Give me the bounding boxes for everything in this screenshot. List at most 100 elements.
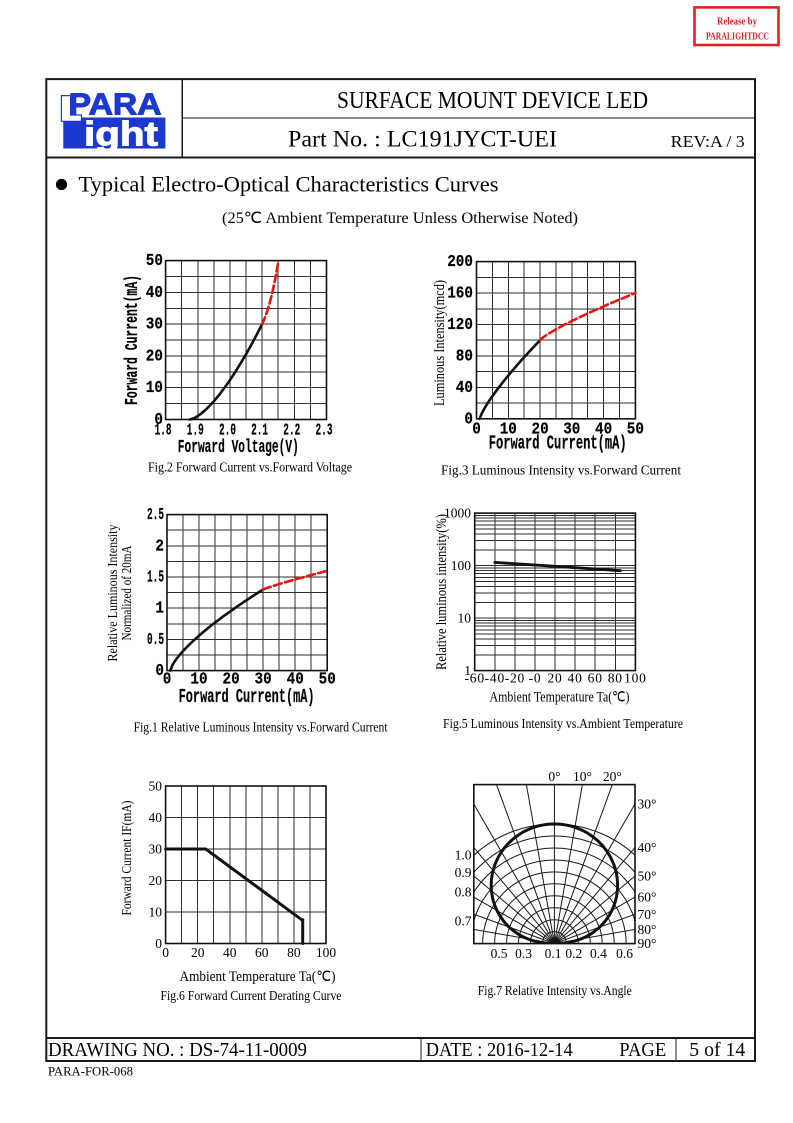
svg-text:0: 0 [162,945,169,960]
svg-text:1.9: 1.9 [187,422,204,441]
svg-text:Normalized of 20mA: Normalized of 20mA [120,545,135,641]
svg-text:100: 100 [624,671,647,686]
svg-text:20: 20 [191,945,205,960]
svg-text:Release by: Release by [717,17,757,28]
svg-text:Relative luminous intensity(%): Relative luminous intensity(%) [434,514,450,670]
svg-text:1.0: 1.0 [455,848,472,863]
svg-text:120: 120 [447,316,473,335]
svg-text:Forward Current IF(mA): Forward Current IF(mA) [120,800,135,915]
svg-text:10: 10 [146,379,163,398]
svg-text:30: 30 [563,421,580,440]
svg-text:Relative Luminous Intensity: Relative Luminous Intensity [106,525,121,662]
svg-text:40: 40 [223,945,237,960]
svg-text:Forward Voltage(V): Forward Voltage(V) [178,438,299,458]
svg-text:0.1: 0.1 [545,946,562,961]
svg-text:Luminous Intensity(mcd): Luminous Intensity(mcd) [432,280,448,406]
svg-text:2.5: 2.5 [147,506,164,525]
svg-text:PARA: PARA [69,87,162,122]
svg-text:0.5: 0.5 [147,631,164,650]
svg-text:0.5: 0.5 [491,946,508,961]
svg-text:30: 30 [146,316,163,335]
svg-text:Fig.3 Luminous Intensity vs.F: Fig.3 Luminous Intensity vs.Forward Curr… [441,464,681,479]
svg-text:Ambient Temperature Ta(℃): Ambient Temperature Ta(℃) [490,690,630,706]
svg-text:50: 50 [146,252,163,271]
svg-text:-40: -40 [485,671,505,686]
svg-text:0: 0 [154,411,163,430]
svg-text:DRAWING NO. : DS-74-11-0009: DRAWING NO. : DS-74-11-0009 [48,1039,307,1061]
svg-text:40: 40 [149,810,163,825]
svg-text:0: 0 [163,671,172,690]
svg-text:0.4: 0.4 [590,946,607,961]
svg-text:10: 10 [500,421,517,440]
svg-text:2.2: 2.2 [283,422,300,441]
svg-text:40: 40 [456,379,473,398]
svg-text:Forward Current(mA): Forward Current(mA) [123,275,143,405]
svg-text:80: 80 [287,945,301,960]
svg-text:40°: 40° [638,840,657,855]
svg-text:Part No. : LC191JYCT-UEI: Part No. : LC191JYCT-UEI [288,127,557,152]
svg-text:60°: 60° [638,890,657,905]
svg-text:10: 10 [190,671,207,690]
svg-text:40: 40 [287,671,304,690]
svg-text:-60: -60 [464,671,484,686]
svg-text:2: 2 [155,537,164,556]
svg-text:50°: 50° [638,869,657,884]
svg-text:70°: 70° [638,907,657,922]
svg-text:SURFACE MOUNT DEVICE LED: SURFACE MOUNT DEVICE LED [337,88,648,114]
svg-text:2.0: 2.0 [219,422,236,441]
svg-text:5 of 14: 5 of 14 [689,1039,745,1061]
svg-text:50: 50 [149,779,163,794]
svg-text:30: 30 [255,671,272,690]
svg-text:1.8: 1.8 [155,422,172,441]
svg-text:0.2: 0.2 [565,946,582,961]
svg-text:0.6: 0.6 [616,946,633,961]
svg-text:PARA-FOR-068: PARA-FOR-068 [48,1064,133,1079]
svg-text:0.3: 0.3 [515,946,532,961]
svg-text:90°: 90° [638,936,657,951]
svg-text:1: 1 [155,600,164,619]
svg-text:2.1: 2.1 [251,422,268,441]
svg-text:DATE : 2016-12-14: DATE : 2016-12-14 [426,1039,573,1061]
svg-text:60: 60 [588,671,603,686]
svg-text:80: 80 [608,671,623,686]
svg-text:20: 20 [149,873,163,888]
svg-text:0.9: 0.9 [455,865,472,880]
svg-text:80: 80 [456,347,473,366]
svg-text:30°: 30° [638,797,657,812]
svg-text:0.8: 0.8 [455,885,472,900]
svg-text:Fig.1 Relative Luminous Intens: Fig.1 Relative Luminous Intensity vs.For… [134,721,388,736]
svg-text:0: 0 [155,662,164,681]
svg-text:PARALIGHTDCC: PARALIGHTDCC [706,32,769,43]
svg-text:Fig.2 Forward Current vs.Forwa: Fig.2 Forward Current vs.Forward Voltage [148,460,352,475]
svg-text:Typical Electro-Optical Charac: Typical Electro-Optical Characteristics … [79,172,499,197]
svg-text:Forward Current(mA): Forward Current(mA) [179,686,315,708]
svg-text:20: 20 [547,671,562,686]
svg-text:10°: 10° [573,769,592,784]
svg-text:0: 0 [464,410,473,429]
svg-text:ight: ight [84,116,158,154]
svg-text:60: 60 [255,945,269,960]
svg-text:Forward Current(mA): Forward Current(mA) [489,433,627,455]
svg-text:-20: -20 [505,671,525,686]
svg-text:-0: -0 [529,671,542,686]
svg-text:80°: 80° [638,922,657,937]
svg-text:10: 10 [149,905,163,920]
svg-text:1000: 1000 [444,506,471,521]
svg-text:20: 20 [532,421,549,440]
svg-text:0: 0 [155,936,162,951]
svg-text:(25℃ Ambient Temperature Unle: (25℃ Ambient Temperature Unless Otherwis… [222,210,578,227]
svg-text:10: 10 [458,611,472,626]
svg-text:50: 50 [319,671,336,690]
svg-text:40: 40 [595,421,612,440]
svg-text:PAGE: PAGE [619,1039,666,1061]
svg-text:30: 30 [149,842,163,857]
svg-text:2.3: 2.3 [316,422,333,441]
svg-text:0°: 0° [548,769,560,784]
svg-text:REV:A / 3: REV:A / 3 [671,132,745,151]
svg-text:Fig.5 Luminous Intensity vs.Am: Fig.5 Luminous Intensity vs.Ambient Temp… [443,717,683,732]
svg-text:20: 20 [146,347,163,366]
svg-text:160: 160 [447,285,473,304]
svg-text:100: 100 [451,558,472,573]
svg-text:100: 100 [316,945,337,960]
svg-text:0.7: 0.7 [455,914,472,929]
